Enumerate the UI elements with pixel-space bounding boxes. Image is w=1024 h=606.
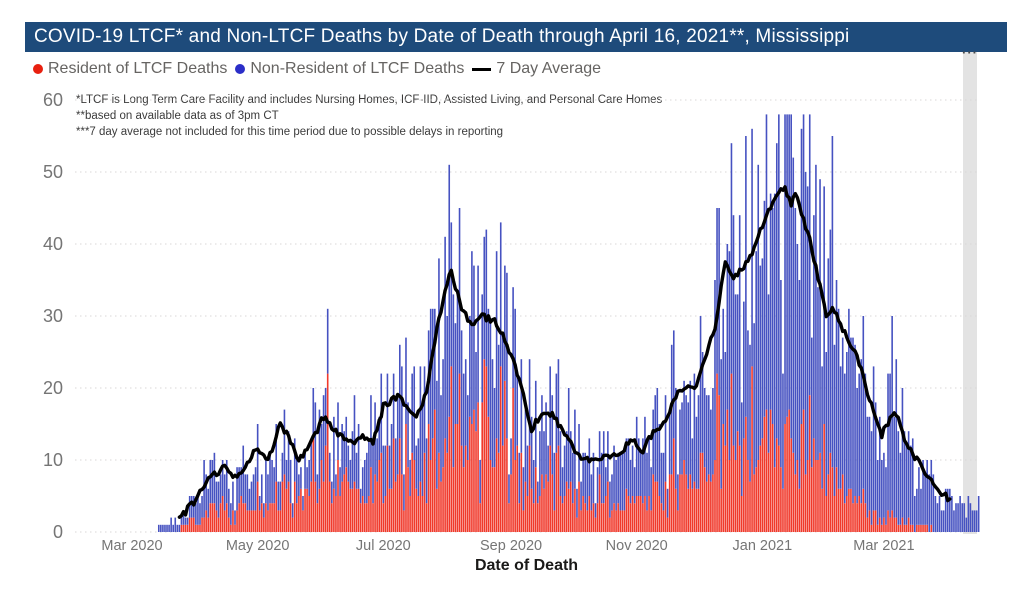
x-tick-label: Jul 2020 [356, 538, 411, 554]
legend-item-resident-ltcf[interactable]: Resident of LTCF Deaths [33, 60, 227, 78]
chart-legend: Resident of LTCF Deaths Non-Resident of … [33, 58, 601, 80]
y-tick-label: 60 [43, 90, 63, 110]
more-options-icon[interactable]: ··· [962, 45, 978, 60]
footnote-ltcf-definition: *LTCF is Long Term Care Facility and inc… [76, 94, 663, 106]
legend-label: 7 Day Average [496, 60, 602, 77]
y-tick-label: 0 [53, 522, 63, 542]
y-tick-label: 10 [43, 450, 63, 470]
legend-item-7-day-average[interactable]: 7 Day Average [472, 60, 601, 78]
y-tick-label: 20 [43, 378, 63, 398]
black-line-icon [472, 67, 492, 71]
seven-day-average-line[interactable] [177, 185, 952, 519]
legend-label: Non-Resident of LTCF Deaths [250, 60, 465, 77]
blue-circle-icon [235, 64, 246, 74]
footnote-data-as-of: **based on available data as of 3pm CT [76, 110, 279, 122]
y-tick-label: 40 [43, 234, 63, 254]
legend-item-non-resident-ltcf[interactable]: Non-Resident of LTCF Deaths [235, 60, 464, 78]
chart-title: COVID-19 LTCF* and Non-LTCF Deaths by Da… [25, 22, 1007, 52]
y-tick-label: 50 [43, 162, 63, 182]
x-tick-label: Jan 2021 [733, 538, 793, 554]
footnote-7day-average: ***7 day average not included for this t… [76, 126, 504, 138]
deaths-bars[interactable] [157, 114, 980, 532]
x-axis-ticks: Mar 2020 May 2020 Jul 2020 Sep 2020 Nov 2020… [101, 538, 914, 554]
x-axis-title: Date of Death [474, 557, 579, 574]
legend-label: Resident of LTCF Deaths [48, 60, 228, 77]
x-tick-label: Sep 2020 [480, 538, 542, 554]
y-tick-label: 30 [43, 306, 63, 326]
chart-footnotes: *LTCF is Long Term Care Facility and inc… [76, 92, 662, 140]
x-tick-label: Mar 2021 [853, 538, 914, 554]
x-tick-label: Mar 2020 [101, 538, 162, 554]
x-tick-label: May 2020 [226, 538, 290, 554]
red-circle-icon [33, 64, 43, 74]
x-tick-label: Nov 2020 [606, 538, 668, 554]
